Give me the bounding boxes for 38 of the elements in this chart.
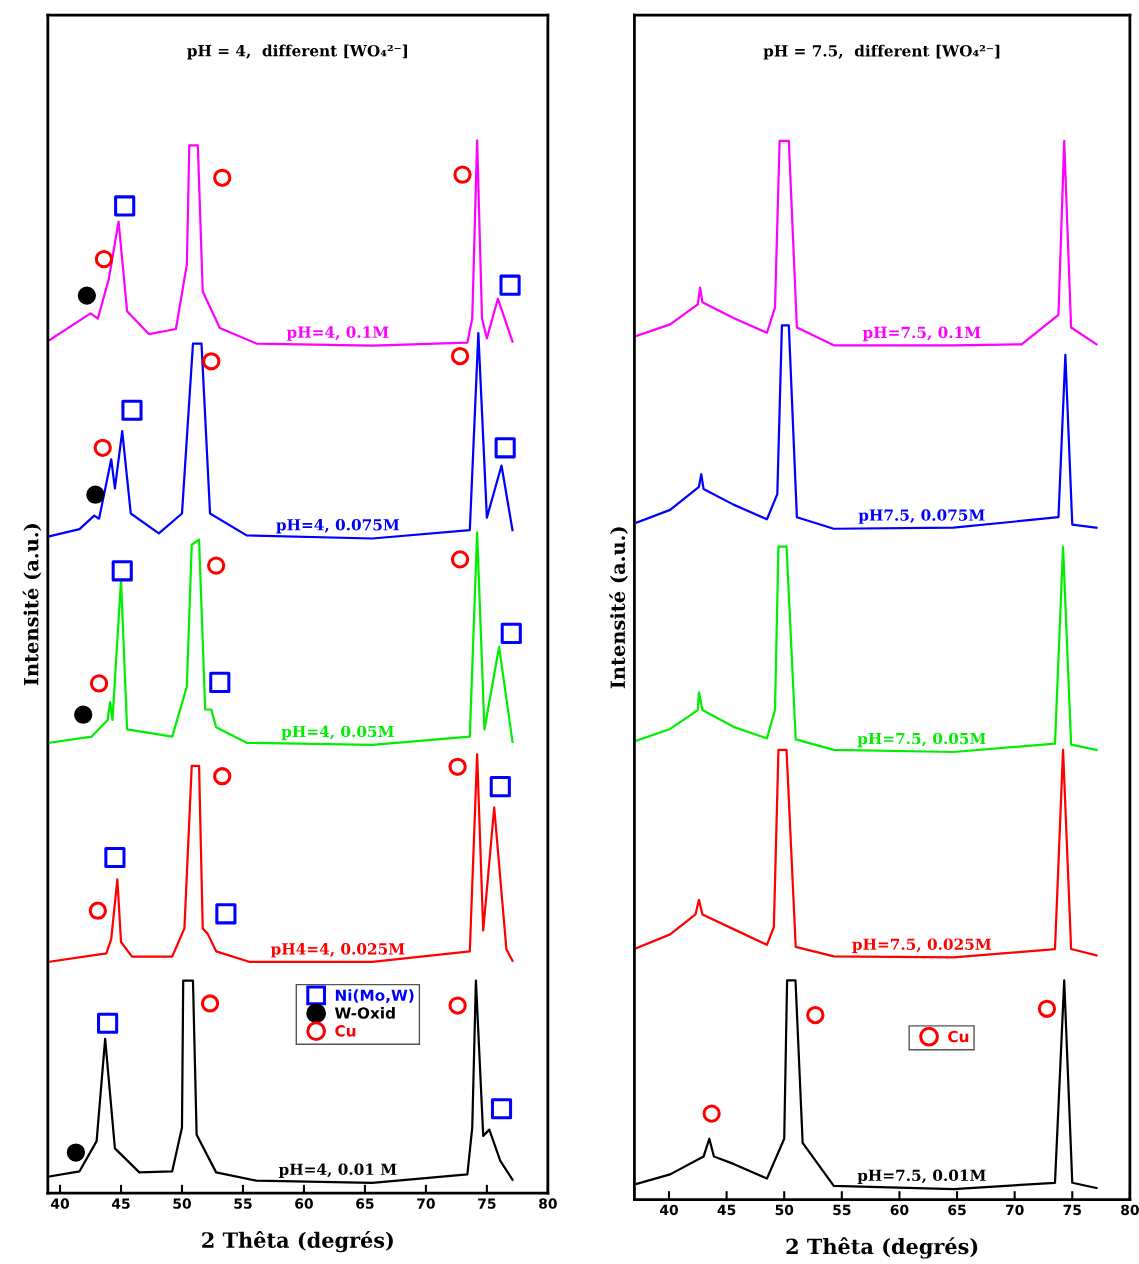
x-tick-label: 60 — [295, 1198, 313, 1209]
series-label: pH=4, 0.01 M — [278, 1163, 397, 1178]
x-tick-label: 80 — [539, 1198, 557, 1209]
series-label: pH4=4, 0.025M — [270, 943, 405, 958]
series-label: pH=7.5, 0.05M — [857, 732, 986, 748]
x-tick-label: 70 — [417, 1198, 435, 1209]
series-label: pH=4, 0.05M — [281, 725, 394, 741]
series-label: pH=4, 0.075M — [276, 518, 400, 534]
x-axis-title: 2 Thêta (degrés) — [202, 1230, 393, 1253]
x-tick-label: 60 — [890, 1204, 909, 1216]
legend-label: Ni(Mo,W) — [335, 989, 414, 1003]
y-axis-title: Intensité (a.u.) — [22, 524, 42, 686]
x-tick-label: 80 — [1121, 1204, 1139, 1216]
x-tick-label: 65 — [948, 1204, 966, 1216]
x-tick-label: 50 — [775, 1204, 794, 1216]
x-tick-label: 75 — [478, 1198, 496, 1209]
x-tick-label: 55 — [234, 1198, 252, 1209]
chart-title: pH = 7.5, different [WO₄²⁻] — [763, 44, 1000, 60]
series-label: pH=4, 0.1M — [286, 326, 389, 341]
series-label: pH=7.5, 0.01M — [857, 1169, 986, 1185]
x-tick-label: 55 — [833, 1204, 851, 1216]
series-label: pH7.5, 0.075M — [858, 509, 985, 524]
legend-label: W-Oxid — [334, 1007, 395, 1019]
x-axis-title: 2 Thêta (degrés) — [786, 1237, 978, 1259]
x-tick-label: 40 — [659, 1204, 678, 1216]
series-label: pH=7.5, 0.1M — [862, 326, 981, 342]
x-tick-label: 65 — [356, 1198, 374, 1209]
x-tick-label: 50 — [173, 1198, 191, 1209]
x-tick-label: 70 — [1005, 1204, 1024, 1216]
x-tick-label: 40 — [51, 1198, 70, 1209]
x-tick-label: 45 — [111, 1198, 130, 1209]
chart-title: pH = 4, different [WO₄²⁻] — [187, 44, 407, 60]
series-label: pH=7.5, 0.025M — [852, 938, 992, 953]
x-tick-label: 45 — [717, 1204, 736, 1216]
x-tick-label: 75 — [1063, 1204, 1081, 1216]
y-axis-title: Intensité (a.u.) — [609, 527, 628, 689]
legend-label: Cu — [948, 1030, 969, 1043]
legend-label: Cu — [335, 1025, 356, 1037]
